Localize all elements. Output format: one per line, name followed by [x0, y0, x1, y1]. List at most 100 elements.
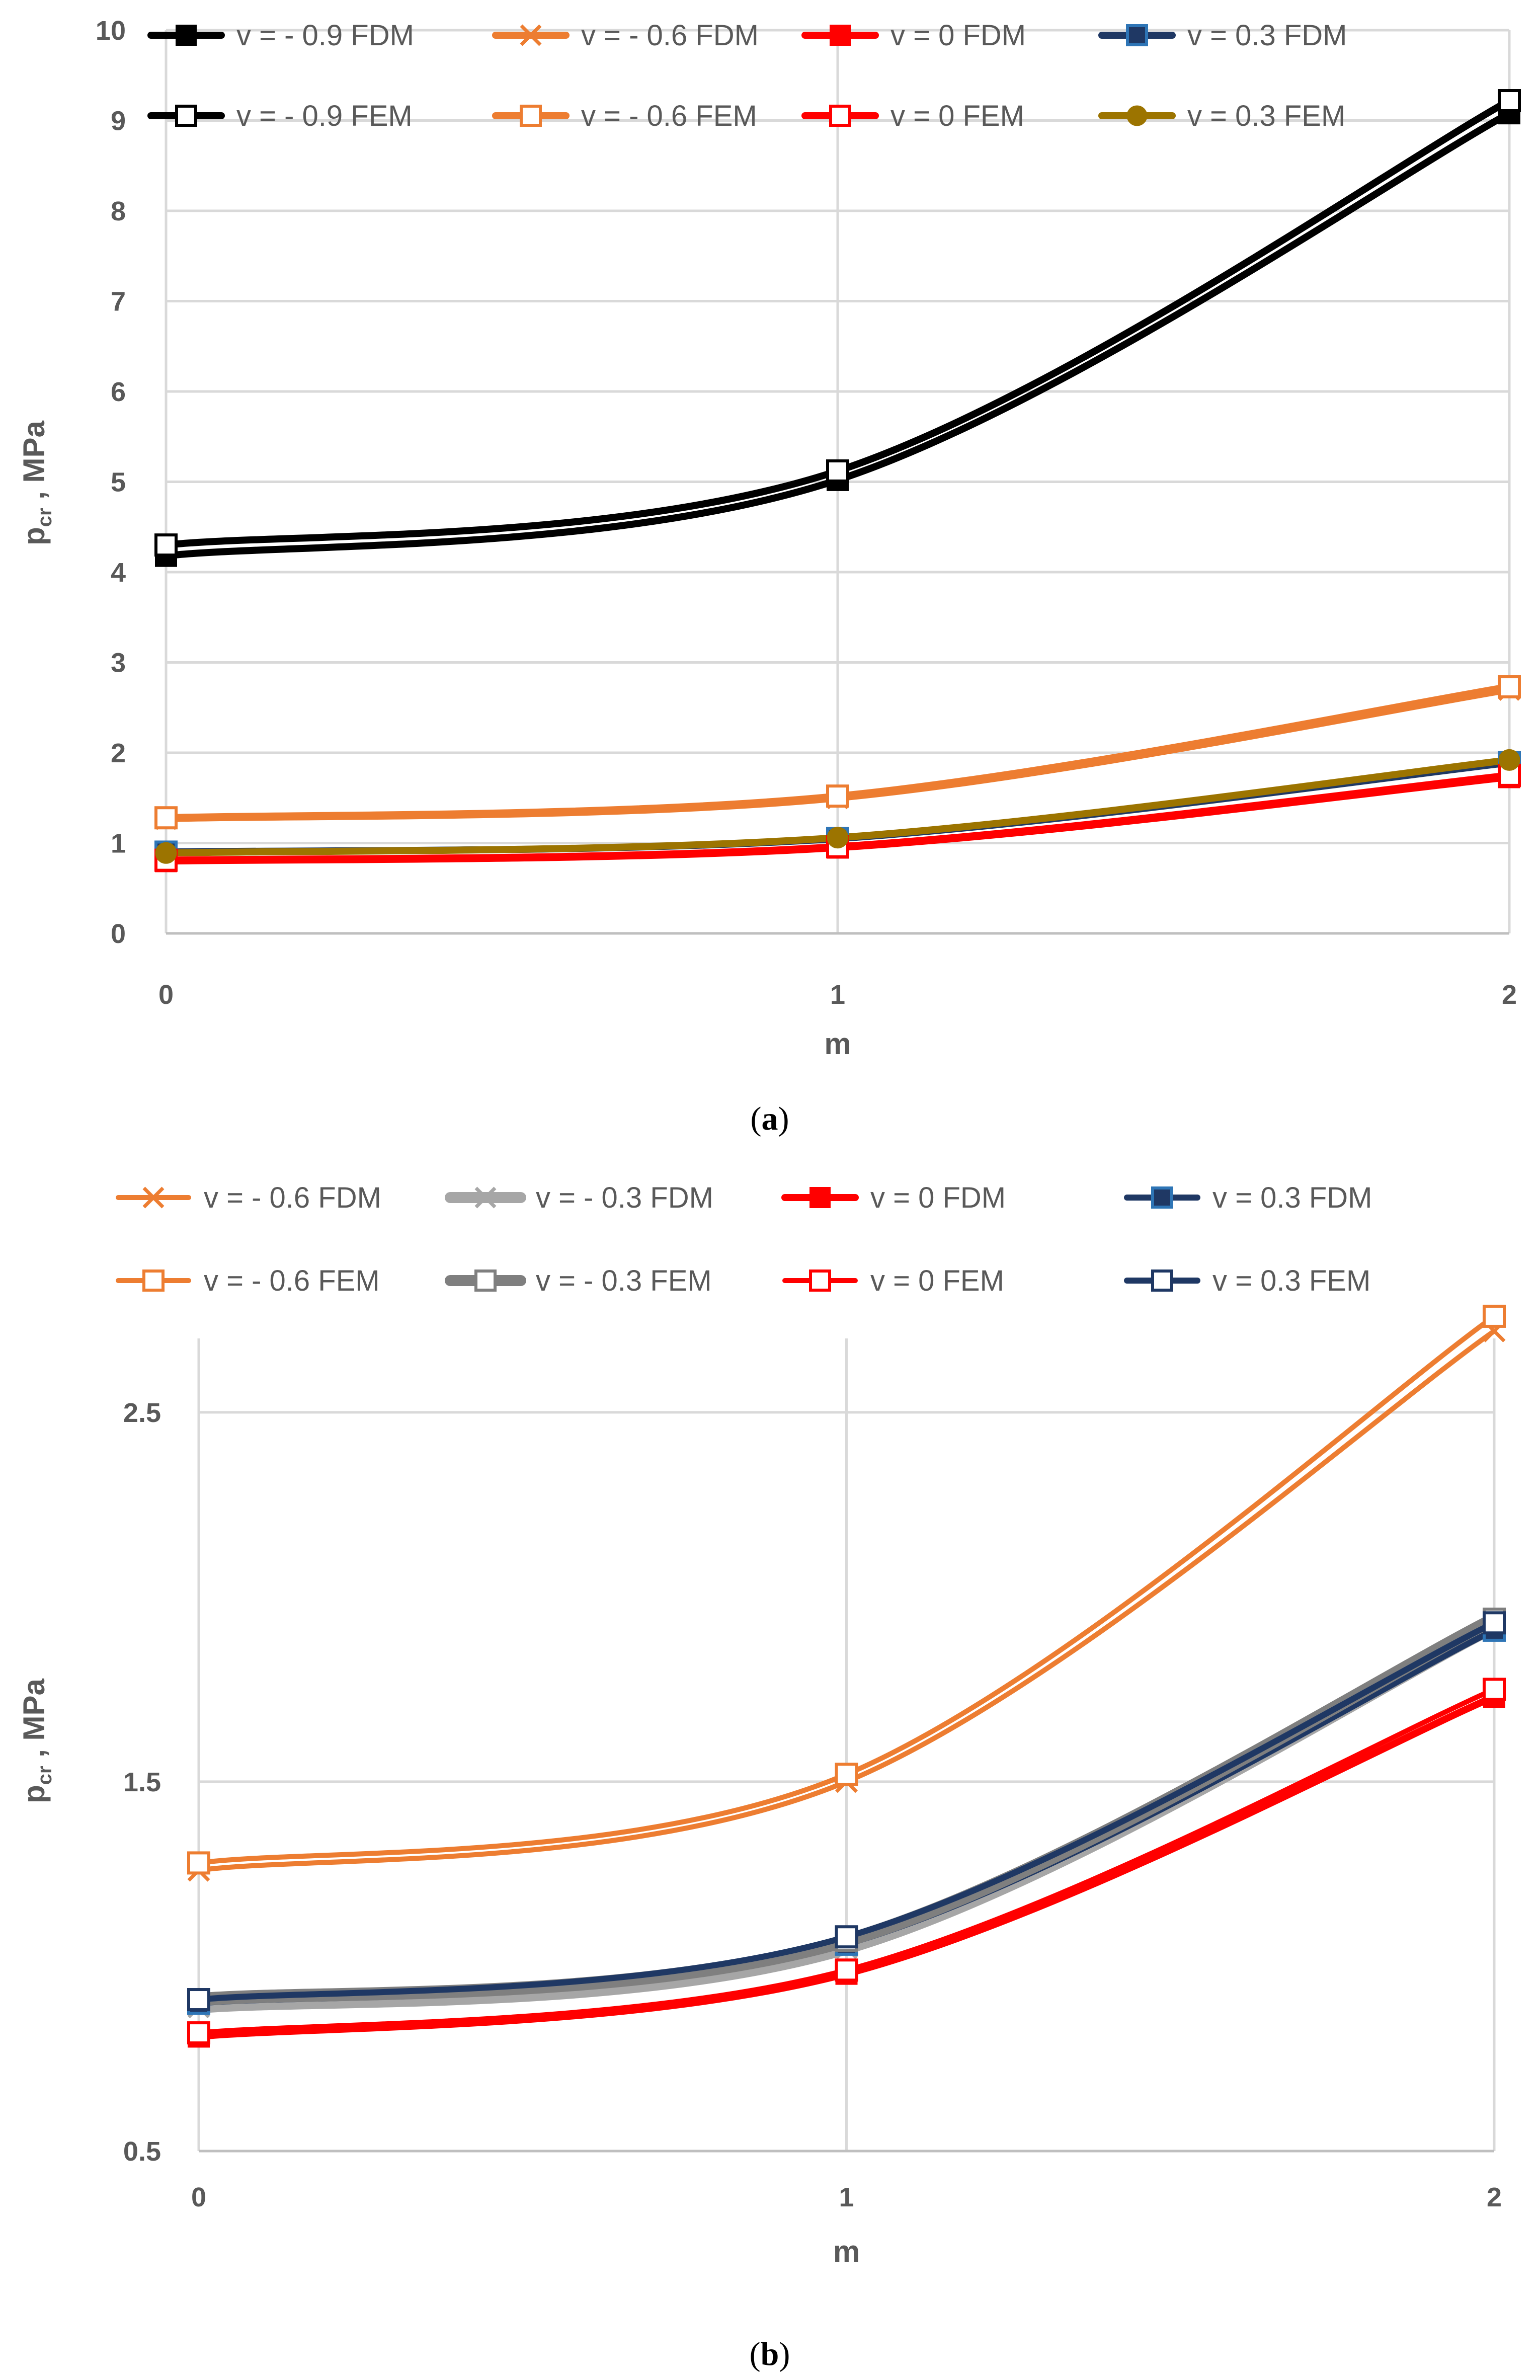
legend-item-v-0-3-fem: v = 0.3 FEM	[1124, 1264, 1370, 1297]
legend-marker	[520, 24, 542, 46]
y-axis-label-main: p	[17, 527, 51, 545]
legend-label: v = - 0.6 FDM	[581, 19, 759, 52]
legend-marker	[1126, 24, 1148, 46]
data-point-v-0-3-fem	[1483, 1611, 1506, 1635]
chart-b: 0.5 1.5 2.5 0 1 2 m pcr , MPa v = - 0.6 FDM v = -…	[17, 1181, 1506, 2372]
caption-paren-open: (	[750, 2336, 761, 2372]
y-tick-label: 0.5	[123, 2136, 161, 2167]
data-point-v-0-6-fem	[835, 1763, 858, 1786]
x-tick-label: 0	[158, 980, 174, 1010]
legend-label: v = - 0.9 FDM	[236, 19, 414, 52]
legend-label: v = - 0.6 FDM	[204, 1181, 381, 1214]
data-point-v-0-9-fem	[154, 533, 178, 557]
legend-item-v-0-6-fdm: v = - 0.6 FDM	[492, 19, 759, 52]
y-axis-label-unit: , MPa	[17, 1678, 51, 1766]
legend-marker	[474, 1186, 497, 1209]
legend-marker	[142, 1186, 165, 1209]
panel-caption: (b)	[750, 2336, 790, 2372]
legend-item-v-0-6-fdm: v = - 0.6 FDM	[116, 1181, 381, 1214]
legend-item-v-0-fem: v = 0 FEM	[782, 1264, 1004, 1297]
y-axis-label-unit: , MPa	[17, 420, 51, 508]
legend-label: v = - 0.6 FEM	[204, 1264, 380, 1297]
legend-label: v = - 0.3 FDM	[536, 1181, 713, 1214]
panel-caption: (a)	[751, 1100, 789, 1137]
data-point-v-0-9-fem	[1498, 89, 1521, 113]
data-point-v-0-3-fem	[155, 842, 177, 864]
y-tick-label: 1.5	[123, 1767, 161, 1797]
caption-letter: a	[762, 1100, 778, 1137]
y-tick-label: 4	[111, 558, 126, 588]
y-tick-label: 0	[111, 919, 126, 949]
y-tick-label: 6	[111, 377, 126, 407]
legend-item-v-0-6-fem: v = - 0.6 FEM	[492, 100, 757, 132]
data-point-v-0-3-fem	[835, 1925, 858, 1949]
legend-label: v = 0.3 FDM	[1187, 19, 1347, 52]
legend-marker	[809, 1187, 831, 1208]
legend-label: v = 0.3 FEM	[1212, 1264, 1370, 1297]
y-tick-label: 1	[111, 829, 126, 859]
legend-marker	[1151, 1186, 1173, 1209]
legend-marker	[830, 25, 851, 46]
legend-item-v-0-fdm: v = 0 FDM	[781, 1181, 1006, 1214]
data-point-v-0-fem	[187, 2021, 210, 2045]
x-tick-label: 2	[1502, 980, 1517, 1010]
caption-paren-open: (	[751, 1100, 762, 1137]
legend-label: v = 0.3 FEM	[1187, 100, 1345, 132]
legend-marker	[1126, 105, 1148, 126]
legend-label: v = 0 FEM	[870, 1264, 1004, 1297]
data-point-v-0-6-fem	[154, 806, 178, 830]
legend-item-v-0-3-fdm: v = 0.3 FDM	[1098, 19, 1347, 52]
chart-a: 0 1 2 3 4 5 6 7 8 9 10 0 1 2 m pcr , MPa v = - 0.9 FDM v …	[17, 16, 1521, 1137]
legend-item-v-0-6-fem: v = - 0.6 FEM	[116, 1264, 380, 1297]
legend-label: v = - 0.3 FEM	[536, 1264, 712, 1297]
legend-marker	[809, 1270, 831, 1292]
legend-label: v = - 0.9 FEM	[236, 100, 413, 132]
caption-paren-close: )	[779, 2336, 790, 2372]
data-point-v-0-fem	[835, 1958, 858, 1982]
legend-item-v-0-3-fem: v = 0.3 FEM	[1098, 100, 1345, 132]
y-axis-label-sub: cr	[34, 508, 56, 527]
x-tick-label: 1	[830, 980, 845, 1010]
legend-item-v-0-3-fdm: v = 0.3 FDM	[1124, 1181, 1372, 1214]
legend-item-v-0-3-fem: v = - 0.3 FEM	[445, 1264, 712, 1297]
y-axis-label: pcr , MPa	[17, 420, 56, 545]
y-axis-label: pcr , MPa	[17, 1678, 56, 1803]
legend-marker	[176, 25, 197, 46]
legend-label: v = 0.3 FDM	[1212, 1181, 1372, 1214]
data-point-v-0-fem	[1483, 1678, 1506, 1701]
caption-paren-close: )	[778, 1100, 789, 1137]
legend-marker	[142, 1270, 165, 1292]
y-axis-label-main: p	[17, 1785, 51, 1803]
data-point-v-0-3-fem	[827, 827, 849, 849]
legend-item-v-0-9-fdm: v = - 0.9 FDM	[147, 19, 414, 52]
legend-item-v-0-9-fem: v = - 0.9 FEM	[147, 100, 413, 132]
y-tick-label: 7	[111, 287, 126, 317]
legend-item-v-0-fdm: v = 0 FDM	[801, 19, 1026, 52]
x-tick-label: 0	[191, 2182, 206, 2212]
data-point-v-0-6-fem	[187, 1851, 210, 1875]
x-axis-label: m	[833, 2235, 860, 2268]
x-tick-label: 2	[1487, 2182, 1502, 2212]
y-axis-label-sub: cr	[34, 1766, 56, 1785]
data-point-v-0-6-fem	[1498, 675, 1521, 698]
legend-marker	[829, 105, 851, 127]
legend-marker	[1151, 1270, 1173, 1292]
legend-label: v = 0 FEM	[890, 100, 1024, 132]
legend-item-v-0-fem: v = 0 FEM	[801, 100, 1024, 132]
data-point-v-0-6-fem	[1483, 1304, 1506, 1328]
x-tick-label: 1	[839, 2182, 854, 2212]
y-tick-label: 5	[111, 467, 126, 498]
legend-label: v = - 0.6 FEM	[581, 100, 757, 132]
legend-marker	[474, 1270, 497, 1292]
data-point-v-0-3-fem	[187, 1988, 210, 2012]
data-point-v-0-3-fem	[1498, 749, 1520, 771]
legend-marker	[175, 105, 197, 127]
data-point-v-0-6-fem	[826, 784, 849, 808]
y-tick-label: 10	[96, 16, 126, 46]
legend-item-v-0-3-fdm: v = - 0.3 FDM	[445, 1181, 713, 1214]
caption-letter: b	[761, 2336, 779, 2372]
data-point-v-0-9-fem	[826, 459, 849, 483]
legend-marker	[520, 105, 542, 127]
y-tick-label: 3	[111, 648, 126, 678]
y-tick-label: 2	[111, 738, 126, 768]
